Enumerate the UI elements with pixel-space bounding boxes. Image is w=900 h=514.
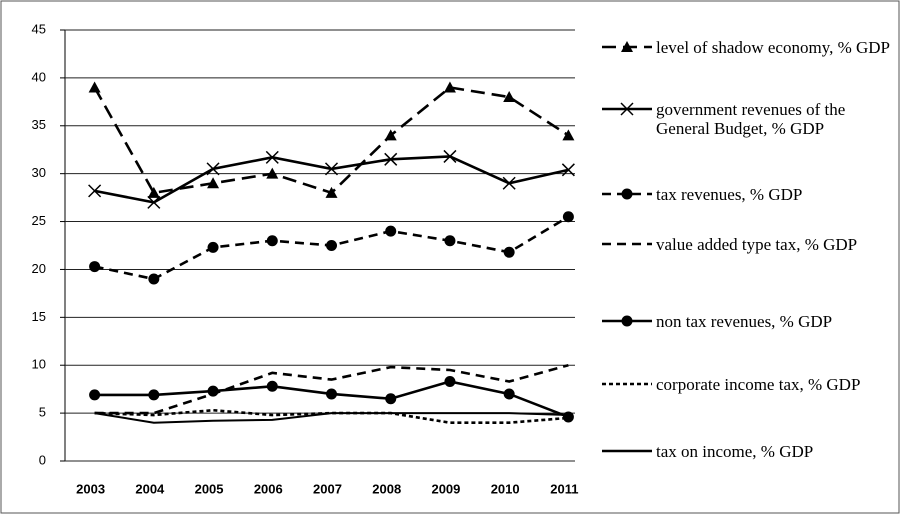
- y-tick-label: 10: [32, 357, 46, 372]
- marker-x: [561, 163, 575, 177]
- x-tick-label: 2006: [254, 481, 283, 496]
- x-tick-label: 2007: [313, 481, 342, 496]
- marker-x: [147, 195, 161, 209]
- marker-circle: [89, 261, 101, 273]
- marker-x: [384, 152, 398, 166]
- marker-circle: [503, 388, 515, 400]
- marker-circle: [621, 188, 633, 200]
- legend-label: corporate income tax, % GDP: [656, 375, 861, 394]
- marker-triangle: [325, 186, 338, 198]
- y-tick-label: 15: [32, 309, 46, 324]
- x-tick-label: 2011: [550, 481, 578, 496]
- marker-triangle: [88, 81, 101, 93]
- marker-triangle: [503, 91, 516, 103]
- marker-circle: [266, 380, 278, 392]
- y-tick-label: 40: [32, 69, 46, 84]
- marker-triangle: [147, 186, 160, 198]
- legend-label: non tax revenues, % GDP: [656, 312, 833, 331]
- y-tick-label: 0: [39, 452, 46, 467]
- y-tick-label: 25: [32, 213, 46, 228]
- x-tick-label: 2009: [431, 481, 460, 496]
- marker-circle: [562, 211, 574, 223]
- marker-x: [324, 162, 339, 176]
- series-line: [94, 408, 569, 424]
- marker-x: [443, 149, 457, 163]
- marker-x: [88, 184, 102, 198]
- marker-circle: [385, 393, 397, 405]
- marker-x: [265, 150, 279, 164]
- y-tick-label: 45: [32, 21, 46, 36]
- marker-circle: [148, 389, 160, 401]
- y-tick-label: 35: [32, 117, 46, 132]
- marker-triangle: [207, 177, 220, 189]
- marker-circle: [207, 241, 219, 253]
- marker-circle: [326, 240, 337, 251]
- marker-circle: [326, 388, 337, 400]
- marker-triangle: [562, 129, 575, 141]
- x-tick-label: 2008: [372, 481, 401, 496]
- marker-circle: [444, 376, 456, 388]
- x-tick-label: 2004: [135, 481, 165, 496]
- legend-label: government revenues of the General Budge…: [656, 100, 846, 138]
- x-tick-label: 2005: [195, 481, 224, 496]
- y-tick-label: 20: [32, 261, 46, 276]
- marker-circle: [89, 389, 101, 401]
- marker-triangle: [621, 41, 633, 52]
- marker-circle: [207, 385, 219, 397]
- marker-circle: [503, 246, 515, 258]
- series-line: [94, 412, 569, 424]
- marker-circle: [621, 315, 633, 327]
- legend-label: tax on income, % GDP: [656, 442, 814, 461]
- marker-circle: [148, 273, 160, 285]
- marker-circle: [266, 235, 278, 247]
- legend-label: value added type tax, % GDP: [656, 235, 858, 254]
- marker-triangle: [266, 167, 279, 179]
- series-line: [94, 363, 569, 415]
- marker-x: [620, 102, 634, 116]
- legend-label: tax revenues, % GDP: [656, 185, 803, 204]
- marker-triangle: [443, 81, 456, 93]
- marker-x: [502, 176, 516, 190]
- legend-label: level of shadow economy, % GDP: [656, 38, 891, 57]
- marker-triangle: [384, 129, 397, 141]
- y-tick-label: 30: [32, 165, 46, 180]
- y-tick-label: 5: [39, 405, 46, 420]
- marker-circle: [385, 225, 397, 237]
- x-tick-label: 2010: [491, 481, 520, 496]
- marker-x: [206, 162, 220, 176]
- marker-circle: [444, 235, 456, 247]
- x-tick-label: 2003: [76, 481, 105, 496]
